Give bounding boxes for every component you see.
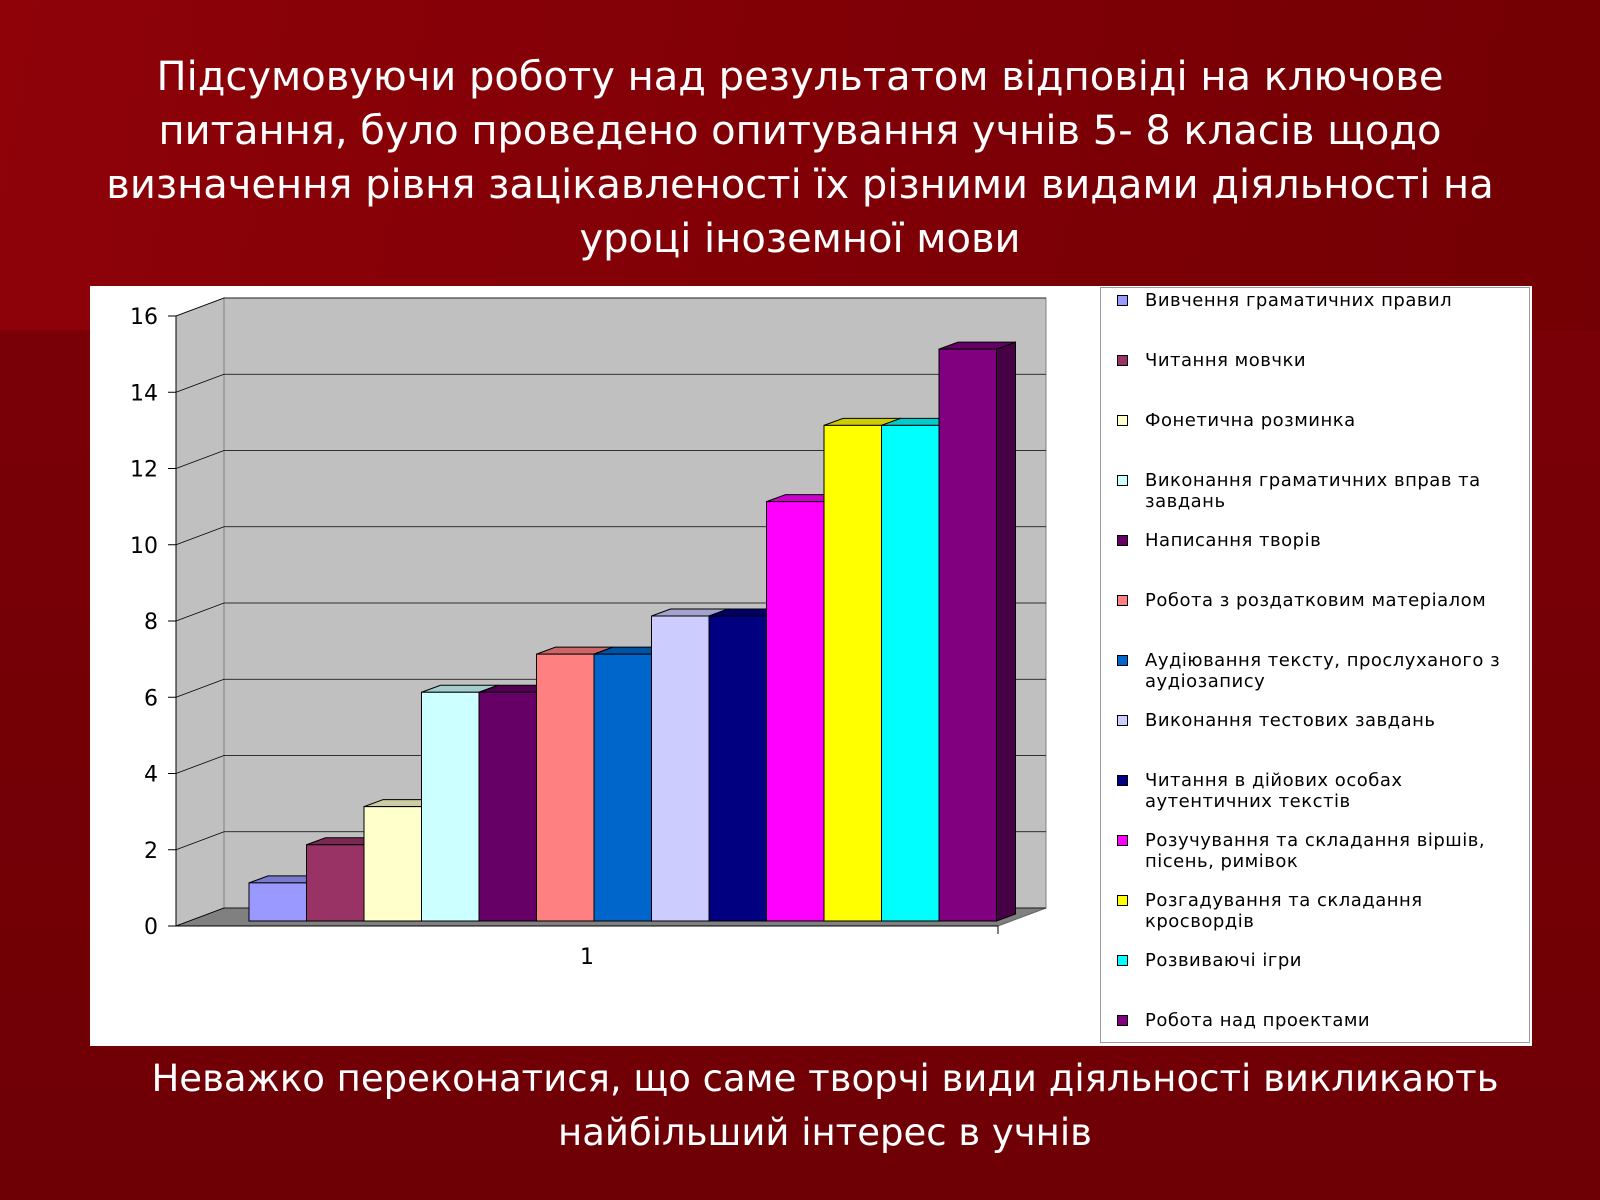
y-tick-label: 14 <box>130 381 158 406</box>
legend-swatch <box>1117 415 1128 426</box>
bar-front <box>421 691 480 922</box>
bar-front <box>593 653 652 922</box>
legend-label: Фонетична розминка <box>1145 410 1356 431</box>
legend-label: Аудіювання тексту, прослуханого з аудіоз… <box>1145 650 1501 692</box>
legend-swatch <box>1117 475 1128 486</box>
legend-label: Вивчення граматичних правил <box>1145 290 1453 311</box>
legend-label: Написання творів <box>1145 530 1322 551</box>
bar-front <box>823 424 882 922</box>
legend-swatch <box>1117 355 1128 366</box>
legend-swatch <box>1117 895 1128 906</box>
bar-front <box>536 653 595 922</box>
legend-swatch <box>1117 595 1128 606</box>
legend-swatch <box>1117 655 1128 666</box>
slide-title: Підсумовуючи роботу над результатом відп… <box>106 54 1494 262</box>
legend-swatch <box>1117 835 1128 846</box>
bar-chart: 0 2 4 6 8 10 12 14 16 1 <box>130 297 1047 970</box>
legend-label: Виконання граматичних вправ та завдань <box>1145 470 1481 512</box>
y-tick-label: 16 <box>130 305 158 330</box>
legend-label: Читання в дійових особах аутентичних тек… <box>1145 770 1403 812</box>
bar-front <box>881 424 940 922</box>
y-tick-label: 10 <box>130 534 158 559</box>
legend-label: Робота над проектами <box>1145 1010 1371 1031</box>
bar-front <box>938 348 997 922</box>
legend-label: Робота з роздатковим матеріалом <box>1145 590 1487 611</box>
legend-swatch <box>1117 715 1128 726</box>
y-tick-label: 0 <box>144 915 158 940</box>
bar-side <box>996 341 1016 922</box>
chart-legend: Вивчення граматичних правил Читання мовчк… <box>1100 287 1530 1043</box>
bar-front <box>766 501 825 922</box>
y-tick-label: 8 <box>144 610 158 635</box>
bars <box>248 341 1016 922</box>
bar-front <box>708 615 767 922</box>
legend-label: Виконання тестових завдань <box>1145 710 1436 731</box>
legend-label: Розучування та складання віршів, пісень,… <box>1145 830 1486 872</box>
legend-label: Читання мовчки <box>1145 350 1307 371</box>
gridline <box>175 373 1046 393</box>
conclusion-text: Неважко переконатися, що саме творчі вид… <box>151 1057 1499 1154</box>
legend-swatch <box>1117 955 1128 966</box>
y-tick-label: 6 <box>144 686 158 711</box>
y-tick-label: 12 <box>130 458 158 483</box>
gridline <box>175 297 1046 317</box>
legend-swatch <box>1117 1015 1128 1026</box>
y-tick-label: 2 <box>144 839 158 864</box>
legend-swatch <box>1117 775 1128 786</box>
legend-label: Розвиваючі ігри <box>1145 950 1302 971</box>
bar-front <box>248 882 307 922</box>
legend-label: Розгадування та складання кросвордів <box>1145 890 1423 932</box>
bar-front <box>478 691 537 922</box>
bar-front <box>363 806 422 922</box>
gridline <box>175 450 1046 469</box>
bar-front <box>651 615 710 922</box>
y-tick-label: 4 <box>144 763 158 788</box>
bar <box>938 341 1016 922</box>
bar-front <box>306 844 365 922</box>
legend-swatch <box>1117 295 1128 306</box>
legend-swatch <box>1117 535 1128 546</box>
background-top <box>0 0 1600 340</box>
x-category-label: 1 <box>580 945 594 970</box>
